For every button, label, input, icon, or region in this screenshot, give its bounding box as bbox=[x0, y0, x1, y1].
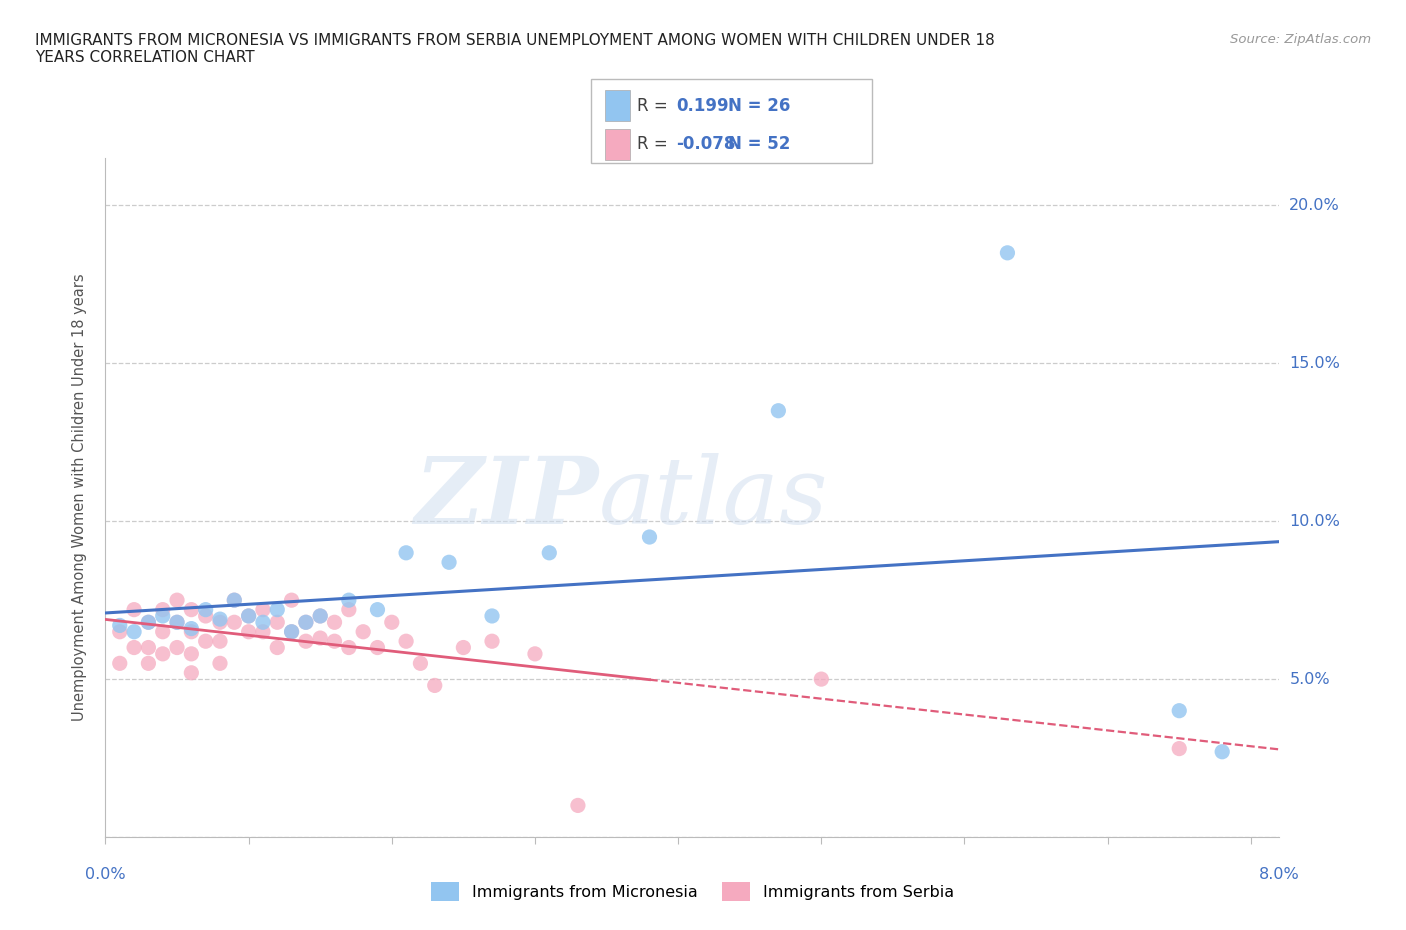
Point bbox=[224, 615, 246, 630]
Point bbox=[538, 545, 561, 560]
Point bbox=[309, 631, 332, 645]
Point bbox=[122, 603, 145, 618]
Point bbox=[208, 656, 231, 671]
Point bbox=[238, 608, 260, 623]
Point bbox=[366, 640, 388, 655]
Point bbox=[280, 592, 302, 607]
Point bbox=[208, 612, 231, 627]
Point bbox=[138, 615, 160, 630]
Point bbox=[323, 615, 346, 630]
Point bbox=[309, 608, 332, 623]
Point bbox=[194, 608, 217, 623]
Text: 0.0%: 0.0% bbox=[86, 867, 125, 882]
Point bbox=[138, 640, 160, 655]
Point bbox=[152, 646, 174, 661]
Point bbox=[224, 592, 246, 607]
Point bbox=[180, 603, 202, 618]
Point bbox=[295, 615, 318, 630]
Legend: Immigrants from Micronesia, Immigrants from Serbia: Immigrants from Micronesia, Immigrants f… bbox=[425, 876, 960, 907]
Point bbox=[1168, 703, 1191, 718]
Point bbox=[108, 656, 131, 671]
Point bbox=[152, 603, 174, 618]
Point bbox=[166, 592, 188, 607]
Point bbox=[180, 646, 202, 661]
Point bbox=[481, 608, 503, 623]
Point bbox=[280, 624, 302, 639]
Text: ZIP: ZIP bbox=[415, 453, 599, 542]
Point bbox=[152, 608, 174, 623]
Point bbox=[295, 615, 318, 630]
Point bbox=[523, 646, 546, 661]
Point bbox=[810, 671, 832, 686]
Point bbox=[180, 621, 202, 636]
Point bbox=[567, 798, 589, 813]
Point bbox=[266, 615, 288, 630]
Point bbox=[337, 592, 360, 607]
Text: Source: ZipAtlas.com: Source: ZipAtlas.com bbox=[1230, 33, 1371, 46]
Point bbox=[266, 603, 288, 618]
Point bbox=[409, 656, 432, 671]
Point bbox=[108, 624, 131, 639]
Point bbox=[337, 640, 360, 655]
Point bbox=[366, 603, 388, 618]
Point bbox=[224, 592, 246, 607]
Text: 5.0%: 5.0% bbox=[1289, 671, 1330, 686]
Point bbox=[768, 404, 790, 418]
Point bbox=[481, 633, 503, 648]
Text: -0.078: -0.078 bbox=[676, 136, 735, 153]
Point bbox=[122, 624, 145, 639]
Text: IMMIGRANTS FROM MICRONESIA VS IMMIGRANTS FROM SERBIA UNEMPLOYMENT AMONG WOMEN WI: IMMIGRANTS FROM MICRONESIA VS IMMIGRANTS… bbox=[35, 33, 995, 65]
Point bbox=[194, 603, 217, 618]
Point bbox=[337, 603, 360, 618]
Text: N = 52: N = 52 bbox=[728, 136, 790, 153]
Point bbox=[180, 624, 202, 639]
Text: 20.0%: 20.0% bbox=[1289, 198, 1340, 213]
Point bbox=[1168, 741, 1191, 756]
Point bbox=[395, 633, 418, 648]
Y-axis label: Unemployment Among Women with Children Under 18 years: Unemployment Among Women with Children U… bbox=[72, 273, 87, 722]
Point bbox=[295, 633, 318, 648]
Text: R =: R = bbox=[637, 136, 673, 153]
Point bbox=[437, 555, 460, 570]
Point bbox=[238, 608, 260, 623]
Point bbox=[194, 633, 217, 648]
Point bbox=[453, 640, 475, 655]
Point bbox=[266, 640, 288, 655]
Point bbox=[638, 529, 661, 544]
Text: R =: R = bbox=[637, 97, 673, 114]
Point bbox=[138, 656, 160, 671]
Point bbox=[1211, 744, 1233, 759]
Point bbox=[238, 624, 260, 639]
Text: 10.0%: 10.0% bbox=[1289, 513, 1340, 529]
Point bbox=[252, 615, 274, 630]
Point bbox=[108, 618, 131, 633]
Point bbox=[152, 624, 174, 639]
Point bbox=[309, 608, 332, 623]
Text: 8.0%: 8.0% bbox=[1260, 867, 1299, 882]
Point bbox=[208, 633, 231, 648]
Point bbox=[138, 615, 160, 630]
Point bbox=[323, 633, 346, 648]
Point bbox=[395, 545, 418, 560]
Point bbox=[352, 624, 374, 639]
Point bbox=[423, 678, 446, 693]
Point bbox=[252, 603, 274, 618]
Point bbox=[280, 624, 302, 639]
Text: 15.0%: 15.0% bbox=[1289, 356, 1340, 371]
Text: 0.199: 0.199 bbox=[676, 97, 728, 114]
Point bbox=[381, 615, 404, 630]
Text: N = 26: N = 26 bbox=[728, 97, 790, 114]
Text: atlas: atlas bbox=[599, 453, 828, 542]
Point bbox=[166, 615, 188, 630]
Point bbox=[122, 640, 145, 655]
Point bbox=[997, 246, 1019, 260]
Point bbox=[180, 665, 202, 680]
Point bbox=[208, 615, 231, 630]
Point bbox=[252, 624, 274, 639]
Point bbox=[166, 640, 188, 655]
Point bbox=[166, 615, 188, 630]
